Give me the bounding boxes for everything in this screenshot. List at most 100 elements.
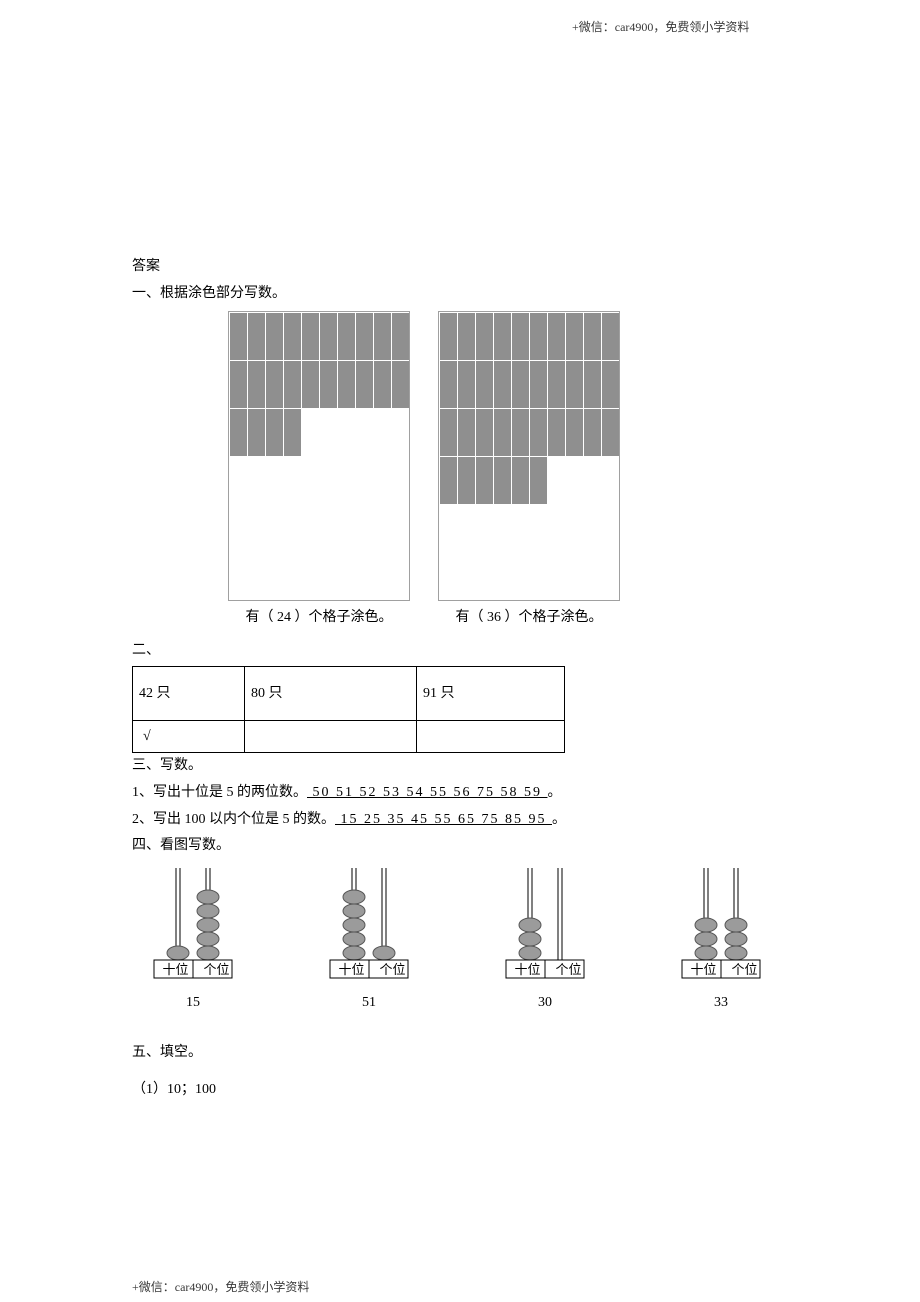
grid-cell <box>373 456 391 504</box>
table-row: 42 只 80 只 91 只 <box>133 667 565 721</box>
cap-r-pre: 有（ <box>456 610 484 625</box>
grid-cell <box>337 504 355 552</box>
grid-cell <box>583 312 601 360</box>
grid-cell <box>493 360 511 408</box>
svg-text:十位: 十位 <box>514 962 540 977</box>
grid-cell <box>373 312 391 360</box>
grid-cell <box>301 504 319 552</box>
grid-cell <box>319 456 337 504</box>
grid-cell <box>475 552 493 600</box>
grid-cell <box>391 456 409 504</box>
grid-cell <box>319 504 337 552</box>
grid-cell <box>583 504 601 552</box>
grid-cell <box>475 312 493 360</box>
q3-2-pre: 2、写出 100 以内个位是 5 的数。 <box>132 812 335 827</box>
grid-cell <box>247 312 265 360</box>
grid-cell <box>439 408 457 456</box>
grid-cell <box>601 360 619 408</box>
grid-cell <box>355 312 373 360</box>
grid-cell <box>265 552 283 600</box>
grid-cell <box>391 504 409 552</box>
grid-cell <box>319 312 337 360</box>
grid-cell <box>547 504 565 552</box>
abacus-answer: 51 <box>362 990 376 1017</box>
grid-cell <box>337 312 355 360</box>
grid-cell <box>475 360 493 408</box>
grid-cell <box>475 408 493 456</box>
grid-cell <box>457 312 475 360</box>
grid-cell <box>493 456 511 504</box>
sec5-a1: （1）10；100 <box>132 1077 792 1104</box>
grid-right <box>438 311 620 601</box>
grid-left-block: 有（ 24 ）个格子涂色。 <box>228 311 410 632</box>
q3-1-ans: 50 51 52 53 54 55 56 75 58 59 <box>307 785 548 800</box>
section-1-title: 一、根据涂色部分写数。 <box>132 281 792 308</box>
grid-cell <box>565 504 583 552</box>
grid-cell <box>337 456 355 504</box>
grid-cell <box>355 504 373 552</box>
grid-cell <box>301 408 319 456</box>
q3-2-end: 。 <box>552 812 566 827</box>
grid-cell <box>493 504 511 552</box>
t2-c1b: √ <box>133 721 245 753</box>
grid-left-caption: 有（ 24 ）个格子涂色。 <box>246 605 393 632</box>
svg-text:十位: 十位 <box>338 962 364 977</box>
grid-cell <box>337 552 355 600</box>
svg-text:个位: 个位 <box>379 962 405 977</box>
grid-cell <box>265 360 283 408</box>
grid-cell <box>529 456 547 504</box>
abacus-item: 十位个位30 <box>502 868 588 1017</box>
grid-cell <box>229 552 247 600</box>
t2-c3: 91 只 <box>417 667 565 721</box>
grid-cell <box>547 456 565 504</box>
grid-cell <box>601 456 619 504</box>
grid-cell <box>355 360 373 408</box>
grid-cell <box>319 360 337 408</box>
grid-cell <box>529 360 547 408</box>
grid-cell <box>601 504 619 552</box>
grid-cell <box>601 552 619 600</box>
grid-cell <box>439 312 457 360</box>
grid-cell <box>265 312 283 360</box>
footer-note: +微信：car4900，免费领小学资料 <box>132 1278 309 1295</box>
grid-cell <box>439 504 457 552</box>
grid-cell <box>283 552 301 600</box>
grid-cell <box>565 360 583 408</box>
grid-cell <box>301 312 319 360</box>
grid-cell <box>247 456 265 504</box>
grid-cell <box>601 312 619 360</box>
grid-cell <box>373 504 391 552</box>
abacus-item: 十位个位33 <box>678 868 764 1017</box>
grid-cell <box>229 408 247 456</box>
grid-cell <box>301 360 319 408</box>
cap-l-val: 24 <box>277 610 291 625</box>
grid-cell <box>511 504 529 552</box>
grid-cell <box>583 456 601 504</box>
t2-c3b <box>417 721 565 753</box>
grid-cell <box>301 456 319 504</box>
section-4-title: 四、看图写数。 <box>132 833 792 860</box>
grid-cell <box>457 360 475 408</box>
grid-cell <box>547 552 565 600</box>
grid-cell <box>391 360 409 408</box>
abacus-answer: 33 <box>714 990 728 1017</box>
abacus-item: 十位个位15 <box>150 868 236 1017</box>
header-note: +微信：car4900，免费领小学资料 <box>572 18 749 35</box>
grid-cell <box>265 504 283 552</box>
grid-cell <box>529 552 547 600</box>
grid-cell <box>391 312 409 360</box>
grid-cell <box>565 456 583 504</box>
q3-2-ans: 15 25 35 45 55 65 75 85 95 <box>335 812 552 827</box>
grid-cell <box>229 504 247 552</box>
grid-cell <box>265 408 283 456</box>
grid-cell <box>457 504 475 552</box>
grid-cell <box>439 360 457 408</box>
abacus-row: 十位个位15十位个位51十位个位30十位个位33 <box>150 868 792 1017</box>
grid-cell <box>229 456 247 504</box>
grid-cell <box>439 456 457 504</box>
t2-c2b <box>245 721 417 753</box>
q3-2: 2、写出 100 以内个位是 5 的数。 15 25 35 45 55 65 7… <box>132 807 792 834</box>
grid-right-caption: 有（ 36 ）个格子涂色。 <box>456 605 603 632</box>
section-2-title: 二、 <box>132 638 792 665</box>
grid-left <box>228 311 410 601</box>
